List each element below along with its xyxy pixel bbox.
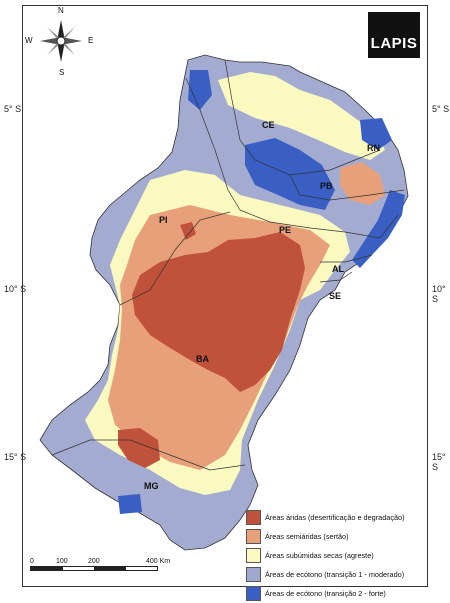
region-ecotone-strong-rn	[360, 118, 392, 150]
compass-west-label: W	[25, 36, 33, 45]
legend-label-semiarid: Áreas semiáridas (sertão)	[265, 532, 349, 541]
scale-tick-100: 100	[56, 558, 68, 565]
state-label-pi: PI	[159, 215, 168, 225]
map-legend: Áreas áridas (desertificação e degradaçã…	[246, 508, 434, 603]
scale-tick-400: 400 Km	[146, 558, 171, 565]
lapis-logo: LAPIS	[368, 12, 420, 58]
region-arid	[132, 232, 305, 392]
legend-item: Áreas subúmidas secas (agreste)	[246, 546, 434, 565]
region-subhumid-north	[218, 72, 385, 160]
latitude-label-5s-left: 5° S	[4, 104, 22, 114]
legend-label-ecotone-moderate: Áreas de ecótono (transição 1 - moderado…	[265, 570, 405, 579]
state-label-mg: MG	[144, 481, 159, 491]
state-label-al: AL	[332, 264, 344, 274]
region-arid-mg	[118, 428, 160, 468]
legend-label-ecotone-strong: Áreas de ecótono (transição 2 - forte)	[265, 589, 386, 598]
legend-item: Áreas semiáridas (sertão)	[246, 527, 434, 546]
region-ecotone-strong-ce	[245, 138, 335, 210]
compass-south-label: S	[59, 68, 65, 77]
scale-tick-200: 200	[88, 558, 100, 565]
latitude-label-10s-right: 10° S	[432, 284, 446, 304]
legend-swatch-arid	[246, 510, 261, 525]
state-label-rn: RN	[367, 143, 380, 153]
state-borders	[51, 59, 405, 471]
scale-bar	[30, 566, 158, 571]
scale-tick-0: 0	[30, 558, 34, 565]
legend-item: Áreas de ecótono (transição 1 - moderado…	[246, 565, 434, 584]
legend-item: Áreas áridas (desertificação e degradaçã…	[246, 508, 434, 527]
legend-swatch-subhumid	[246, 548, 261, 563]
compass-north-label: N	[58, 6, 64, 15]
legend-swatch-semiarid	[246, 529, 261, 544]
latitude-label-15s-left: 15° S	[4, 452, 27, 462]
state-label-pe: PE	[279, 225, 292, 235]
region-ecotone-strong-coast	[352, 190, 405, 268]
legend-swatch-ecotone-moderate	[246, 567, 261, 582]
region-ecotone-strong-north	[188, 70, 212, 110]
legend-label-arid: Áreas áridas (desertificação e degradaçã…	[265, 513, 405, 522]
legend-swatch-ecotone-strong	[246, 586, 261, 601]
state-label-ba: BA	[196, 354, 209, 364]
latitude-label-5s-right: 5° S	[432, 104, 450, 114]
compass-icon	[40, 20, 82, 62]
compass-rose: N S E W	[25, 6, 93, 77]
region-ecotone-strong-mg	[118, 494, 142, 514]
latitude-label-15s-right: 15° S	[432, 452, 446, 472]
state-label-pb: PB	[320, 181, 333, 191]
state-label-ce: CE	[262, 120, 275, 130]
legend-label-subhumid: Áreas subúmidas secas (agreste)	[265, 551, 374, 560]
region-arid-pi	[180, 222, 196, 240]
state-label-se: SE	[329, 291, 342, 301]
legend-item: Áreas de ecótono (transição 2 - forte)	[246, 584, 434, 603]
compass-east-label: E	[88, 36, 94, 45]
latitude-label-10s-left: 10° S	[4, 284, 27, 294]
